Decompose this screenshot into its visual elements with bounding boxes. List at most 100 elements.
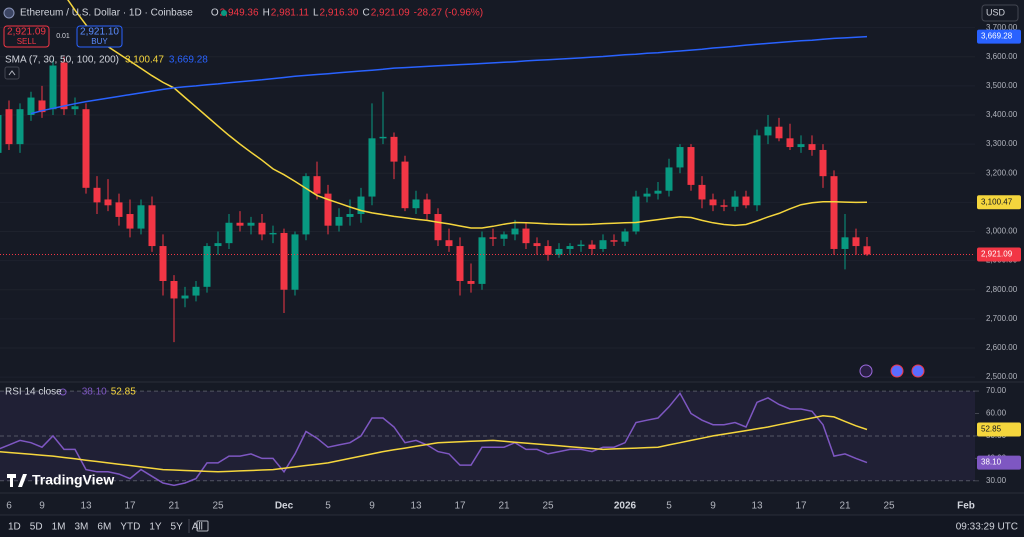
ohlc-value: 2,981.11 <box>271 8 310 19</box>
indicator-value: 52.85 <box>111 387 136 398</box>
indicator-title[interactable]: SMA (7, 30, 50, 100, 200) <box>5 55 119 66</box>
range-button[interactable]: 5D <box>30 522 43 533</box>
candle-body <box>0 115 2 153</box>
range-button[interactable]: 5Y <box>171 522 184 533</box>
candle-body <box>225 222 233 244</box>
candle-body <box>643 193 651 197</box>
ohlc-key: O <box>211 8 219 19</box>
event-icon[interactable] <box>890 364 904 378</box>
price-tick-label: 3,500.00 <box>986 81 1018 90</box>
collapse-icon <box>8 70 16 76</box>
date-tick-label: 21 <box>839 501 851 512</box>
candle-body <box>599 240 607 249</box>
event-icon[interactable] <box>859 364 873 378</box>
buy-price[interactable]: 2,921.10 <box>80 27 119 38</box>
price-tag <box>977 195 1021 210</box>
buy-label[interactable]: BUY <box>91 37 108 46</box>
price-tick-label: 2,500.00 <box>986 372 1018 381</box>
price-tag-label: 52.85 <box>981 425 1002 434</box>
rsi-tick-label: 60.00 <box>986 409 1007 418</box>
clock: 09:33:29 UTC <box>956 522 1018 533</box>
candle-body <box>654 190 662 194</box>
candle-body <box>390 136 398 162</box>
range-button[interactable]: All <box>192 522 203 533</box>
sell-button[interactable] <box>3 25 50 48</box>
logo-text: TradingView <box>32 472 114 488</box>
calendar-icon[interactable] <box>196 520 209 532</box>
ohlc-key: C <box>362 8 369 19</box>
candle-body <box>522 228 530 244</box>
indicator-value: 3,669.28 <box>169 55 208 66</box>
candle-body <box>269 232 277 235</box>
candle-body <box>500 234 508 239</box>
indicator-line <box>30 35 868 115</box>
candle-body <box>192 286 200 296</box>
rsi-tick-label: 30.00 <box>986 476 1007 485</box>
price-tick-label: 2,800.00 <box>986 285 1018 294</box>
ohlc-value: 2,921.09 <box>371 8 410 19</box>
candle-body <box>852 237 860 247</box>
candle-body <box>456 246 464 281</box>
candle-body <box>71 106 79 110</box>
candle-body <box>313 176 321 194</box>
change: -28.27 (-0.96%) <box>414 8 483 19</box>
candle-body <box>610 240 618 242</box>
range-button[interactable]: 1Y <box>149 522 162 533</box>
candle-body <box>544 246 552 255</box>
rsi-pane <box>0 390 975 487</box>
candle-body <box>566 246 574 249</box>
price-tick-label: 3,600.00 <box>986 52 1018 61</box>
candle-body <box>511 228 519 235</box>
candle-body <box>467 280 475 284</box>
candle-body <box>731 196 739 207</box>
range-button[interactable]: 1D <box>8 522 21 533</box>
candle-body <box>214 243 222 247</box>
candle-body <box>104 199 112 206</box>
range-button[interactable]: 1M <box>52 522 66 533</box>
logo-icon <box>7 474 27 487</box>
candle-body <box>203 246 211 287</box>
price-tick-label: 3,300.00 <box>986 139 1018 148</box>
candle-body <box>137 205 145 229</box>
candle-body <box>709 199 717 206</box>
sell-label[interactable]: SELL <box>17 37 37 46</box>
main-pane <box>0 0 975 343</box>
price-tick-label: 3,400.00 <box>986 110 1018 119</box>
date-tick-label: 2026 <box>614 501 637 512</box>
range-button[interactable]: 3M <box>75 522 89 533</box>
candle-body <box>115 202 123 217</box>
candle-body <box>412 199 420 209</box>
candle-body <box>236 222 244 226</box>
candle-body <box>49 65 57 110</box>
candle-body <box>665 167 673 191</box>
currency-button[interactable] <box>981 4 1019 22</box>
candle-body <box>148 205 156 247</box>
range-button[interactable]: 6M <box>97 522 111 533</box>
candle-body <box>357 196 365 215</box>
currency[interactable]: USD <box>986 7 1006 17</box>
sell-price[interactable]: 2,921.09 <box>7 27 46 38</box>
indicator-value: 3,100.47 <box>125 55 164 66</box>
event-icon[interactable] <box>911 364 925 378</box>
price-tick-label: 2,600.00 <box>986 343 1018 352</box>
price-tag-label: 2,921.09 <box>981 250 1013 259</box>
ohlc-key: L <box>313 8 319 19</box>
candle-body <box>687 147 695 185</box>
candle-body <box>555 248 563 255</box>
collapse-button[interactable] <box>4 66 20 80</box>
date-tick-label: 13 <box>410 501 422 512</box>
candle-body <box>797 144 805 148</box>
date-tick-label: 5 <box>325 501 331 512</box>
date-tick-label: 21 <box>498 501 510 512</box>
candle-body <box>742 196 750 206</box>
price-tag-label: 3,100.47 <box>981 197 1013 206</box>
buy-button[interactable] <box>76 25 123 48</box>
indicator-value: 38.10 <box>82 387 107 398</box>
candle-body <box>753 135 761 206</box>
range-button[interactable]: YTD <box>120 522 140 533</box>
date-tick-label: 5 <box>666 501 672 512</box>
indicator-title[interactable]: RSI 14 close <box>5 387 62 398</box>
candle-body <box>346 214 354 217</box>
